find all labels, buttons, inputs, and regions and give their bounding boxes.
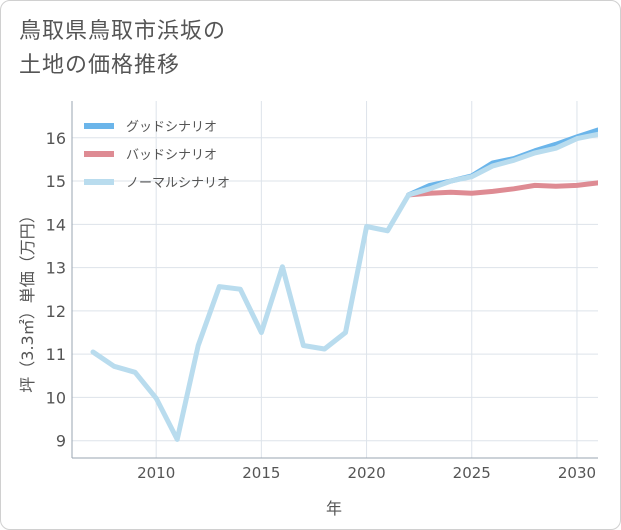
x-tick-label: 2010 bbox=[137, 464, 175, 482]
chart-title-line1: 鳥取県鳥取市浜坂の bbox=[19, 19, 227, 44]
series-lines bbox=[90, 127, 598, 442]
series-line-normal bbox=[90, 131, 598, 442]
legend-label: ノーマルシナリオ bbox=[126, 176, 230, 191]
y-axis-label: 坪（3.3㎡）単価（万円） bbox=[18, 207, 37, 392]
y-tick-label: 13 bbox=[46, 259, 66, 278]
y-tick-label: 10 bbox=[46, 388, 66, 407]
y-tick-label: 9 bbox=[56, 432, 66, 451]
x-tick-label: 2020 bbox=[347, 464, 385, 482]
series-line-bad bbox=[406, 180, 598, 198]
axes: 2010 2015 2020 2025 2030 9 10 11 12 13 14 15 16 bbox=[46, 101, 598, 482]
legend-label: グッドシナリオ bbox=[126, 120, 217, 135]
legend-label: バッドシナリオ bbox=[126, 148, 217, 163]
x-tick-label: 2015 bbox=[242, 464, 280, 482]
y-tick-label: 12 bbox=[46, 302, 66, 321]
chart-title: 鳥取県鳥取市浜坂の 土地の価格推移 bbox=[19, 15, 419, 83]
y-tick-label: 14 bbox=[46, 215, 66, 234]
x-tick-label: 2030 bbox=[558, 464, 596, 482]
chart-title-line2: 土地の価格推移 bbox=[19, 53, 181, 78]
x-tick-label: 2025 bbox=[453, 464, 491, 482]
y-tick-label: 16 bbox=[46, 129, 66, 148]
y-tick-label: 15 bbox=[46, 172, 66, 191]
y-tick-label: 11 bbox=[46, 345, 66, 364]
x-axis-label: 年 bbox=[326, 499, 342, 518]
